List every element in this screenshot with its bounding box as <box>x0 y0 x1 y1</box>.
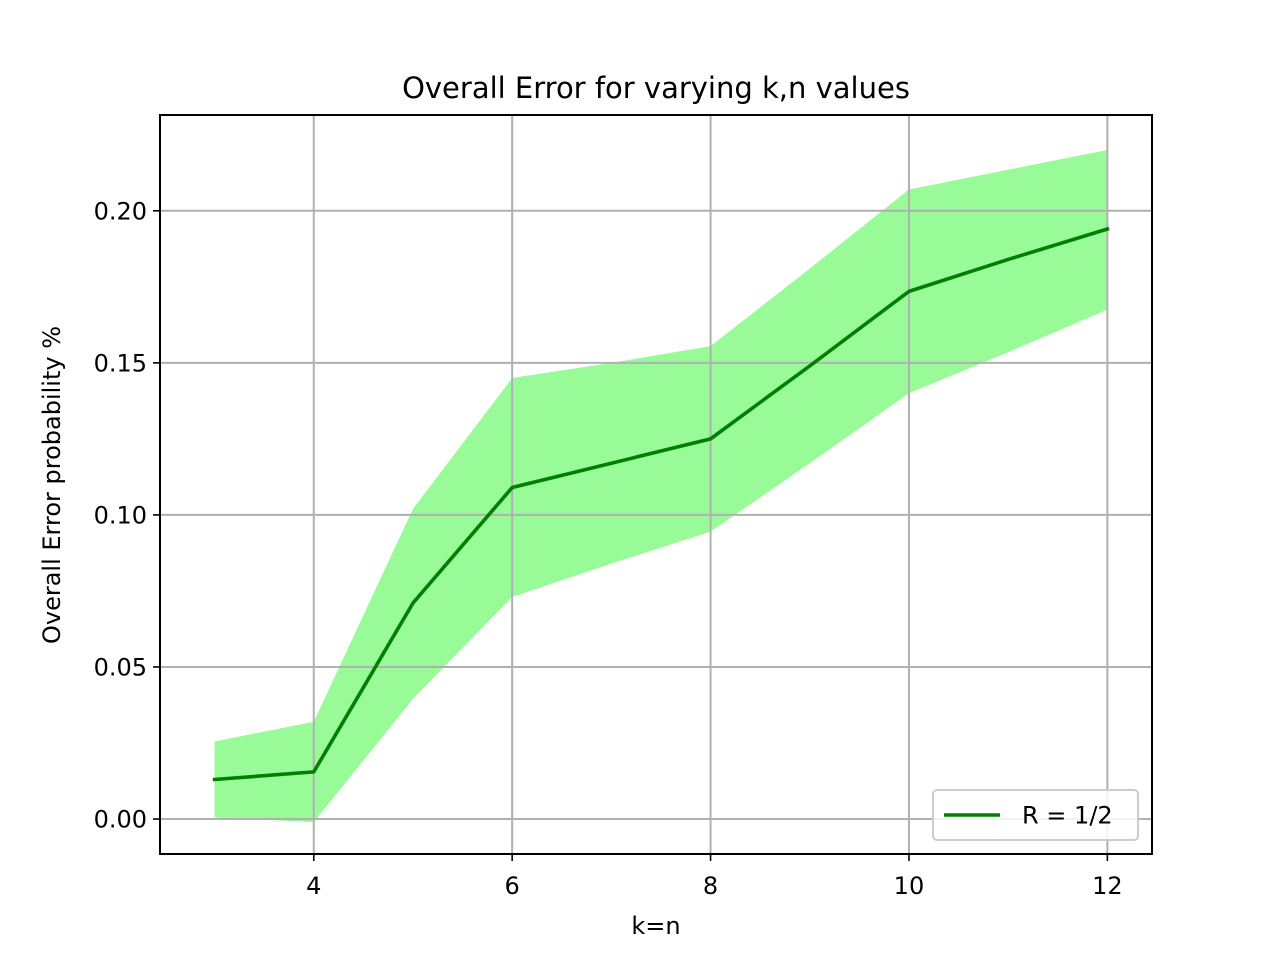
legend-box <box>932 789 1139 841</box>
x-tick-label: 8 <box>703 872 718 900</box>
y-axis-label: Overall Error probability % <box>38 326 66 644</box>
axes-frame <box>159 114 1153 855</box>
y-tick-label: 0.00 <box>94 806 147 834</box>
x-tick-label: 10 <box>894 872 925 900</box>
x-axis-label: k=n <box>631 912 680 940</box>
x-tick-label: 4 <box>306 872 321 900</box>
y-tick-label: 0.20 <box>94 197 147 225</box>
y-tick-label: 0.15 <box>94 349 147 377</box>
series-line <box>212 226 1110 782</box>
y-tick-label: 0.05 <box>94 653 147 681</box>
x-tick-label: 12 <box>1092 872 1123 900</box>
plot-area: 4 6 8 10 12 0.00 0.05 0.10 0.15 0.20 R = 1/2 <box>94 114 1153 900</box>
legend-label: R = 1/2 <box>1022 802 1113 830</box>
y-tick-label: 0.10 <box>94 501 147 529</box>
x-tick-label: 6 <box>505 872 520 900</box>
error-band <box>214 149 1108 823</box>
legend: R = 1/2 <box>932 789 1139 841</box>
chart-title: Overall Error for varying k,n values <box>402 71 910 105</box>
